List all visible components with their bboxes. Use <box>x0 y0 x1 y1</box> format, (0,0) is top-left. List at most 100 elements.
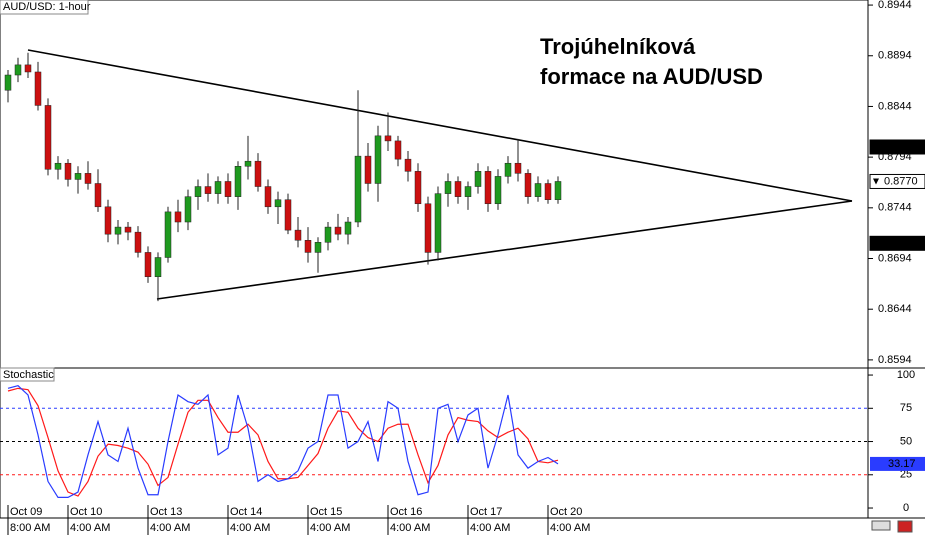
candle-body <box>434 193 442 253</box>
candle-body <box>174 211 182 223</box>
candle-body <box>184 196 192 223</box>
candle-body <box>454 181 462 197</box>
y-tick-label: 0.8894 <box>878 50 912 62</box>
candle-body <box>314 242 322 253</box>
indicator-label: Stochastic <box>3 369 54 381</box>
candle-body <box>404 158 412 172</box>
candle-body <box>524 173 532 197</box>
scroll-icon[interactable] <box>871 520 891 531</box>
annotation: Trojúhelníková <box>540 34 696 59</box>
y-tick-label: 0.8844 <box>878 100 912 112</box>
y-tick-label: 0.8644 <box>878 303 912 315</box>
candle-body <box>324 226 332 243</box>
candle-body <box>374 135 382 184</box>
candle-body <box>104 206 112 235</box>
candle-body <box>144 252 152 278</box>
price-marker-label: 0.8770 <box>884 175 918 187</box>
candle-body <box>224 181 232 197</box>
candle-body <box>24 64 32 73</box>
x-time-label: 4:00 AM <box>150 522 190 534</box>
candle-body <box>204 186 212 194</box>
price-arrow <box>873 178 879 185</box>
symbol-box <box>0 0 89 15</box>
value-marker <box>870 456 925 471</box>
indicator-box <box>0 367 55 382</box>
x-time-label: 4:00 AM <box>70 522 110 534</box>
candle-body <box>534 183 542 197</box>
x-tick-label: Oct 16 <box>390 506 422 518</box>
price-marker <box>869 173 925 189</box>
value-marker-label: 33.17 <box>888 458 916 470</box>
candle-body <box>344 221 352 235</box>
y-tick-label: 0.8944 <box>878 0 912 11</box>
x-tick-label: Oct 10 <box>70 506 102 518</box>
candle-body <box>214 181 222 194</box>
candle-body <box>164 211 172 258</box>
candle-body <box>354 155 362 223</box>
candle-body <box>194 186 202 197</box>
x-tick-label: Oct 13 <box>150 506 182 518</box>
candle-body <box>4 74 12 91</box>
candle-body <box>84 173 92 184</box>
candle-body <box>54 162 62 170</box>
candle-body <box>244 160 252 167</box>
candle-body <box>64 162 72 180</box>
candle-body <box>124 226 132 233</box>
candle-body <box>394 140 402 160</box>
price-marker <box>869 139 925 155</box>
price-marker-label: 0.8709 <box>884 237 918 249</box>
stochastic-line <box>7 385 559 498</box>
symbol-label: AUD/USD: 1-hour <box>3 1 91 13</box>
candle-body <box>334 226 342 235</box>
candle-body <box>484 171 492 205</box>
candle-body <box>284 199 292 231</box>
candle-body <box>554 181 562 200</box>
candle-body <box>464 186 472 197</box>
plot-frame <box>0 0 869 519</box>
x-tick-label: Oct 15 <box>310 506 342 518</box>
candle-body <box>44 105 52 170</box>
x-tick-label: Oct 09 <box>10 506 42 518</box>
x-tick-label: Oct 17 <box>470 506 502 518</box>
x-tick-label: Oct 14 <box>230 506 262 518</box>
candle-body <box>94 183 102 208</box>
annotation: formace na AUD/USD <box>540 64 763 89</box>
x-time-label: 4:00 AM <box>230 522 270 534</box>
price-marker-label: 0.8804 <box>884 141 918 153</box>
candle-body <box>384 135 392 142</box>
candle-body <box>114 226 122 235</box>
trendline <box>156 200 853 300</box>
candle-body <box>154 257 162 278</box>
x-time-label: 4:00 AM <box>310 522 350 534</box>
candle-body <box>254 160 262 187</box>
y-tick-label: 100 <box>897 369 915 381</box>
trendline <box>27 49 853 202</box>
candle-body <box>264 186 272 208</box>
x-time-label: 4:00 AM <box>550 522 590 534</box>
candle-body <box>274 199 282 208</box>
candle-body <box>234 166 242 197</box>
candle-body <box>304 240 312 253</box>
x-time-label: 4:00 AM <box>470 522 510 534</box>
candle-body <box>414 171 422 205</box>
candle-body <box>34 71 42 106</box>
candle-body <box>444 181 452 194</box>
y-tick-label: 0 <box>903 502 909 514</box>
close-icon[interactable] <box>897 520 913 533</box>
x-time-label: 8:00 AM <box>10 522 50 534</box>
candle-body <box>74 173 82 180</box>
candle-body <box>294 229 302 241</box>
candle-body <box>544 183 552 200</box>
y-tick-label: 0.8744 <box>878 202 912 214</box>
y-tick-label: 75 <box>900 402 912 414</box>
candle-body <box>364 155 372 184</box>
x-tick-label: Oct 20 <box>550 506 582 518</box>
candle-body <box>134 231 142 253</box>
candle-body <box>474 171 482 187</box>
x-time-label: 4:00 AM <box>390 522 430 534</box>
y-tick-label: 0.8694 <box>878 252 912 264</box>
y-tick-label: 25 <box>900 469 912 481</box>
price-marker <box>869 235 925 251</box>
candle-body <box>14 64 22 76</box>
